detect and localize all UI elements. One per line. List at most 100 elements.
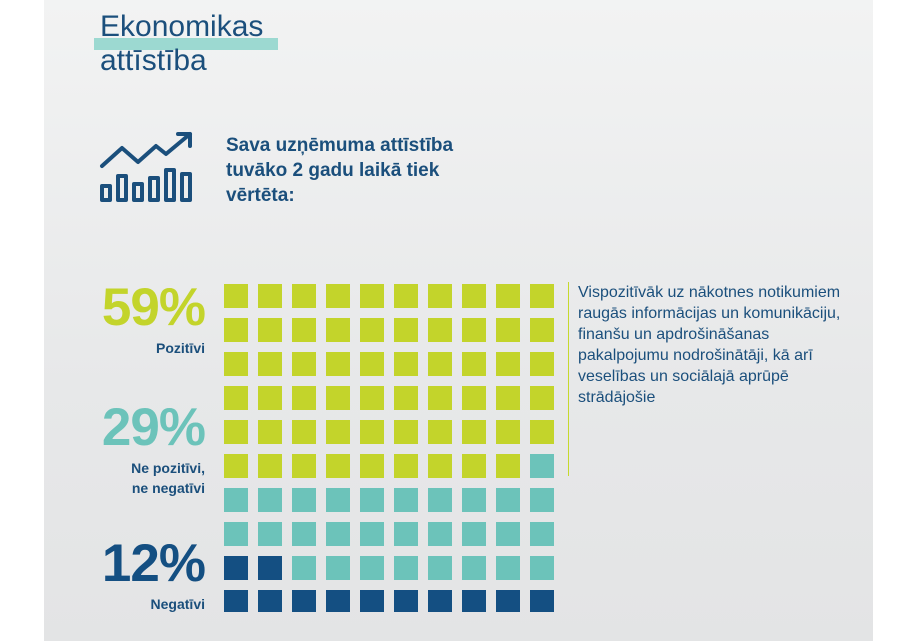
title-line-2: attīstība <box>100 44 207 77</box>
waffle-cell-positive <box>428 318 452 342</box>
waffle-cell-neutral <box>360 522 384 546</box>
note-divider <box>568 282 569 476</box>
waffle-cell-positive <box>496 284 520 308</box>
waffle-cell-neutral <box>496 522 520 546</box>
waffle-cell-neutral <box>326 522 350 546</box>
waffle-cell-positive <box>462 318 486 342</box>
waffle-cell-neutral <box>530 488 554 512</box>
chart-subtitle: Sava uzņēmuma attīstība tuvāko 2 gadu la… <box>226 135 454 206</box>
waffle-cell-positive <box>462 454 486 478</box>
waffle-cell-negative <box>224 556 248 580</box>
waffle-cell-positive <box>326 318 350 342</box>
waffle-cell-positive <box>326 352 350 376</box>
waffle-cell-neutral <box>530 454 554 478</box>
waffle-cell-neutral <box>326 488 350 512</box>
waffle-cell-positive <box>530 420 554 444</box>
waffle-cell-positive <box>360 352 384 376</box>
waffle-cell-positive <box>394 318 418 342</box>
waffle-cell-negative <box>394 590 418 612</box>
negative-percent: 12% <box>101 534 206 593</box>
waffle-cell-positive <box>258 454 282 478</box>
waffle-cell-positive <box>326 420 350 444</box>
waffle-cell-positive <box>360 420 384 444</box>
negative-label: Negatīvi <box>150 596 205 612</box>
waffle-cell-positive <box>224 420 248 444</box>
waffle-cell-neutral <box>360 556 384 580</box>
waffle-cell-positive <box>326 454 350 478</box>
title-line-1: Ekonomikas <box>100 10 264 43</box>
waffle-cell-neutral <box>394 488 418 512</box>
waffle-cell-positive <box>292 454 316 478</box>
waffle-cell-positive <box>462 284 486 308</box>
infographic-panel <box>44 0 873 641</box>
waffle-cell-positive <box>496 454 520 478</box>
waffle-cell-neutral <box>530 556 554 580</box>
waffle-cell-positive <box>258 352 282 376</box>
waffle-cell-positive <box>224 454 248 478</box>
waffle-cell-neutral <box>224 522 248 546</box>
waffle-cell-positive <box>258 420 282 444</box>
waffle-cell-positive <box>428 352 452 376</box>
waffle-cell-neutral <box>258 522 282 546</box>
waffle-cell-neutral <box>224 488 248 512</box>
waffle-cell-positive <box>530 352 554 376</box>
waffle-cell-negative <box>292 590 316 612</box>
waffle-cell-positive <box>360 386 384 410</box>
waffle-cell-negative <box>224 590 248 612</box>
neutral-label-line-2: ne negatīvi <box>131 480 205 496</box>
waffle-cell-positive <box>428 386 452 410</box>
waffle-cell-positive <box>394 420 418 444</box>
waffle-cell-positive <box>496 420 520 444</box>
growth-chart-icon <box>96 130 196 209</box>
waffle-cell-neutral <box>496 556 520 580</box>
waffle-cell-neutral <box>428 556 452 580</box>
waffle-cell-negative <box>360 590 384 612</box>
waffle-cell-positive <box>394 386 418 410</box>
waffle-cell-neutral <box>462 488 486 512</box>
page-title: Ekonomikas attīstība <box>94 10 278 78</box>
waffle-cell-positive <box>394 454 418 478</box>
waffle-cell-positive <box>292 386 316 410</box>
waffle-cell-positive <box>496 318 520 342</box>
waffle-cell-positive <box>462 420 486 444</box>
waffle-cell-negative <box>326 590 350 612</box>
waffle-cell-neutral <box>292 556 316 580</box>
waffle-cell-negative <box>462 590 486 612</box>
waffle-cell-positive <box>428 454 452 478</box>
waffle-cell-positive <box>360 318 384 342</box>
positive-label: Pozitīvi <box>155 340 205 356</box>
waffle-cell-neutral <box>394 522 418 546</box>
neutral-label-line-1: Ne pozitīvi, <box>131 460 205 476</box>
waffle-cell-neutral <box>360 488 384 512</box>
waffle-cell-positive <box>224 386 248 410</box>
waffle-cell-positive <box>292 284 316 308</box>
waffle-cell-positive <box>326 386 350 410</box>
waffle-cell-negative <box>530 590 554 612</box>
waffle-cell-positive <box>292 318 316 342</box>
neutral-percent: 29% <box>101 398 206 457</box>
waffle-cell-positive <box>258 318 282 342</box>
waffle-cell-positive <box>360 284 384 308</box>
waffle-cell-negative <box>258 556 282 580</box>
waffle-cell-neutral <box>462 522 486 546</box>
waffle-cell-positive <box>360 454 384 478</box>
waffle-cell-neutral <box>258 488 282 512</box>
waffle-cell-neutral <box>428 522 452 546</box>
waffle-cell-negative <box>428 590 452 612</box>
waffle-cell-positive <box>224 318 248 342</box>
waffle-cell-neutral <box>428 488 452 512</box>
waffle-cell-positive <box>530 386 554 410</box>
waffle-cell-positive <box>462 352 486 376</box>
waffle-cell-neutral <box>292 522 316 546</box>
waffle-cell-negative <box>258 590 282 612</box>
waffle-cell-neutral <box>530 522 554 546</box>
waffle-cell-positive <box>292 352 316 376</box>
waffle-cell-neutral <box>326 556 350 580</box>
neutral-label: Ne pozitīvi, ne negatīvi <box>131 458 205 498</box>
waffle-cell-positive <box>428 284 452 308</box>
waffle-cell-positive <box>394 284 418 308</box>
waffle-cell-positive <box>292 420 316 444</box>
waffle-cell-positive <box>326 284 350 308</box>
waffle-cell-neutral <box>292 488 316 512</box>
waffle-cell-positive <box>224 284 248 308</box>
